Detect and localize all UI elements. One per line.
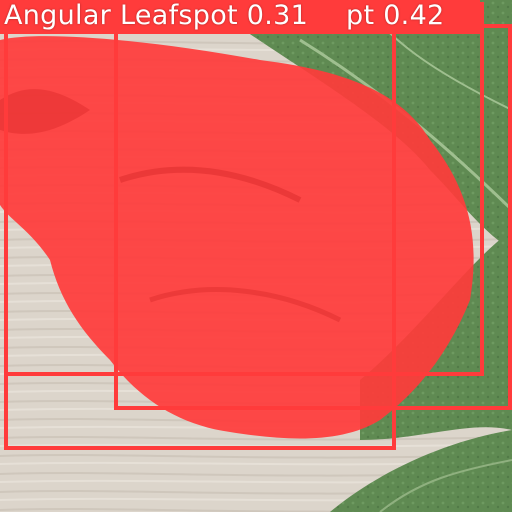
bounding-box-3 xyxy=(4,2,484,376)
label-background-2 xyxy=(340,0,480,34)
detection-label-1: Angular Leafspot 0.31 xyxy=(4,0,309,31)
detection-label-2: pt 0.42 xyxy=(346,0,445,31)
leaf-bottom-right xyxy=(330,430,512,512)
segmentation-mask xyxy=(0,36,474,439)
label-background-1 xyxy=(0,0,394,34)
leaf-top-right xyxy=(200,0,512,250)
